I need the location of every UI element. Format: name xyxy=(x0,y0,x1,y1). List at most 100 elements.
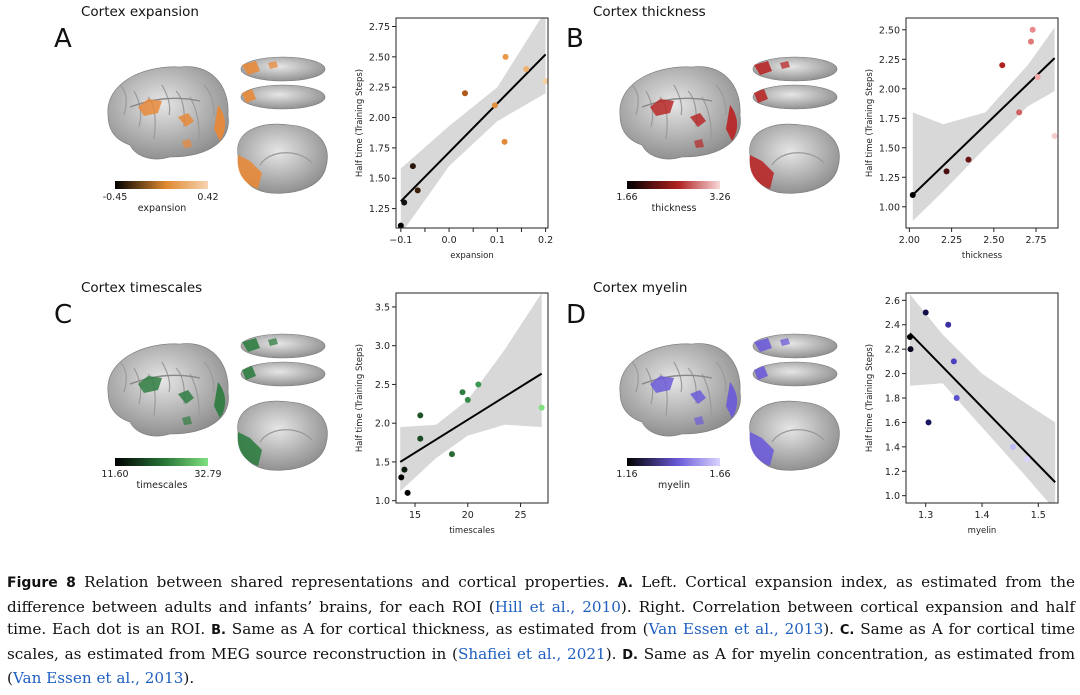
panel-ref: D. xyxy=(622,647,638,663)
medial-brain xyxy=(749,400,840,471)
data-point xyxy=(1024,456,1031,463)
data-point xyxy=(953,395,960,401)
confidence-band xyxy=(400,18,546,228)
y-tick-label: 1.50 xyxy=(879,143,900,154)
colorbar-gradient xyxy=(115,458,208,466)
colorbar-gradient xyxy=(627,181,720,189)
confidence-band xyxy=(912,27,1055,221)
data-point xyxy=(464,396,471,403)
x-axis-label: timescales xyxy=(449,526,495,536)
axes-frame xyxy=(395,17,549,229)
data-point xyxy=(502,53,509,60)
y-tick-label: 1.2 xyxy=(885,467,900,478)
panel-letter: B xyxy=(566,24,584,54)
data-point xyxy=(501,138,508,145)
caption-text: Same as A for cortical time scales, as e… xyxy=(7,620,1075,663)
data-point xyxy=(417,435,424,442)
panel-title: Cortex myelin xyxy=(593,280,688,296)
colorbar-min-label: 11.60 xyxy=(101,469,128,480)
data-point xyxy=(523,65,530,72)
data-point xyxy=(404,489,411,496)
x-tick-label: 1.4 xyxy=(974,510,989,521)
data-point xyxy=(1016,109,1023,116)
data-point xyxy=(462,90,469,97)
colorbar: 1.16 1.66 myelin xyxy=(616,458,731,491)
data-point xyxy=(448,451,455,458)
lateral-brain xyxy=(107,66,229,160)
colorbar-max-label: 1.66 xyxy=(709,469,730,480)
y-tick-label: 1.0 xyxy=(375,496,390,507)
brain-renderings xyxy=(107,56,328,194)
x-tick-label: 0.2 xyxy=(538,235,553,246)
colorbar: 1.66 3.26 thickness xyxy=(616,181,731,214)
medial-brain xyxy=(237,400,328,471)
data-point xyxy=(459,389,466,396)
x-tick-label: 1.5 xyxy=(1031,510,1046,521)
y-tick-label: 1.75 xyxy=(879,114,900,125)
panel-title: Cortex expansion xyxy=(81,4,199,20)
data-point xyxy=(945,321,952,328)
colorbar-min-label: -0.45 xyxy=(103,192,128,203)
data-point xyxy=(1029,26,1036,33)
scatter-plot: −0.1 0.0 0.1 0.2 1.25 1.50 1.75 2.00 2.25 2.50 2.7… xyxy=(355,17,553,261)
colorbar-min-label: 1.66 xyxy=(616,192,637,203)
citation-link[interactable]: Van Essen et al., 2013 xyxy=(12,669,184,687)
x-tick-label: 0.1 xyxy=(490,235,505,246)
data-point xyxy=(397,222,404,228)
y-axis-label: Half time (Training Steps) xyxy=(865,344,875,452)
y-tick-label: 1.25 xyxy=(369,204,390,215)
y-tick-label: 2.6 xyxy=(885,296,900,307)
colorbar-label: myelin xyxy=(658,480,690,491)
panel-title: Cortex thickness xyxy=(593,4,706,20)
y-axis-label: Half time (Training Steps) xyxy=(355,344,365,452)
data-point xyxy=(414,187,421,194)
scatter-plot: 1.3 1.4 1.5 1.0 1.2 1.4 1.6 1.8 2.0 2.2 2.4 2.6 myel… xyxy=(865,292,1059,536)
colorbar-label: expansion xyxy=(138,203,187,214)
data-point xyxy=(965,156,972,163)
brain-renderings xyxy=(619,56,840,194)
citation-link[interactable]: Hill et al., 2010 xyxy=(494,597,621,616)
figure-caption: Figure 8 Relation between shared represe… xyxy=(7,571,1075,690)
caption-text: Relation between shared representations … xyxy=(75,573,618,591)
data-point xyxy=(401,466,408,473)
data-point xyxy=(950,358,957,365)
x-tick-label: 1.3 xyxy=(918,510,933,521)
panel-ref: C. xyxy=(839,623,855,638)
y-tick-label: 1.75 xyxy=(369,143,390,154)
lateral-brain xyxy=(619,343,741,437)
x-tick-label: 0.0 xyxy=(442,235,457,246)
colorbar-label: thickness xyxy=(652,203,697,214)
y-tick-label: 1.25 xyxy=(879,173,900,184)
x-tick-label: 2.00 xyxy=(899,235,920,246)
axes-frame xyxy=(905,17,1059,229)
data-point xyxy=(999,62,1006,69)
citation-link[interactable]: Shafiei et al., 2021 xyxy=(457,644,606,663)
regression-line xyxy=(400,53,547,202)
data-point xyxy=(542,78,548,85)
panel-ref: A. xyxy=(617,576,633,591)
y-tick-label: 2.25 xyxy=(369,83,390,94)
confidence-band xyxy=(909,294,1056,503)
data-point xyxy=(906,333,913,340)
regression-line xyxy=(909,332,1056,483)
y-tick-label: 2.50 xyxy=(369,52,390,63)
y-tick-label: 1.50 xyxy=(369,174,390,185)
data-point xyxy=(1051,132,1058,139)
top-brain xyxy=(240,333,326,387)
colorbar: 11.60 32.79 timescales xyxy=(101,458,222,491)
data-point xyxy=(409,163,416,170)
y-tick-label: 2.25 xyxy=(879,55,900,66)
y-tick-label: 3.5 xyxy=(375,302,390,313)
x-axis-label: thickness xyxy=(962,251,1003,261)
colorbar-max-label: 3.26 xyxy=(709,192,730,203)
citation-link[interactable]: Van Essen et al., 2013 xyxy=(648,620,824,638)
data-point xyxy=(417,412,424,419)
y-tick-label: 2.2 xyxy=(885,345,900,356)
y-tick-label: 1.6 xyxy=(885,418,900,429)
y-tick-label: 2.75 xyxy=(369,22,390,33)
colorbar-gradient xyxy=(627,458,720,466)
x-tick-label: 25 xyxy=(515,510,527,521)
scatter-plot: 2.00 2.25 2.50 2.75 1.00 1.25 1.50 1.75 2.00 2.25… xyxy=(865,17,1059,261)
regression-line xyxy=(399,372,543,463)
y-tick-label: 3.0 xyxy=(375,341,390,352)
